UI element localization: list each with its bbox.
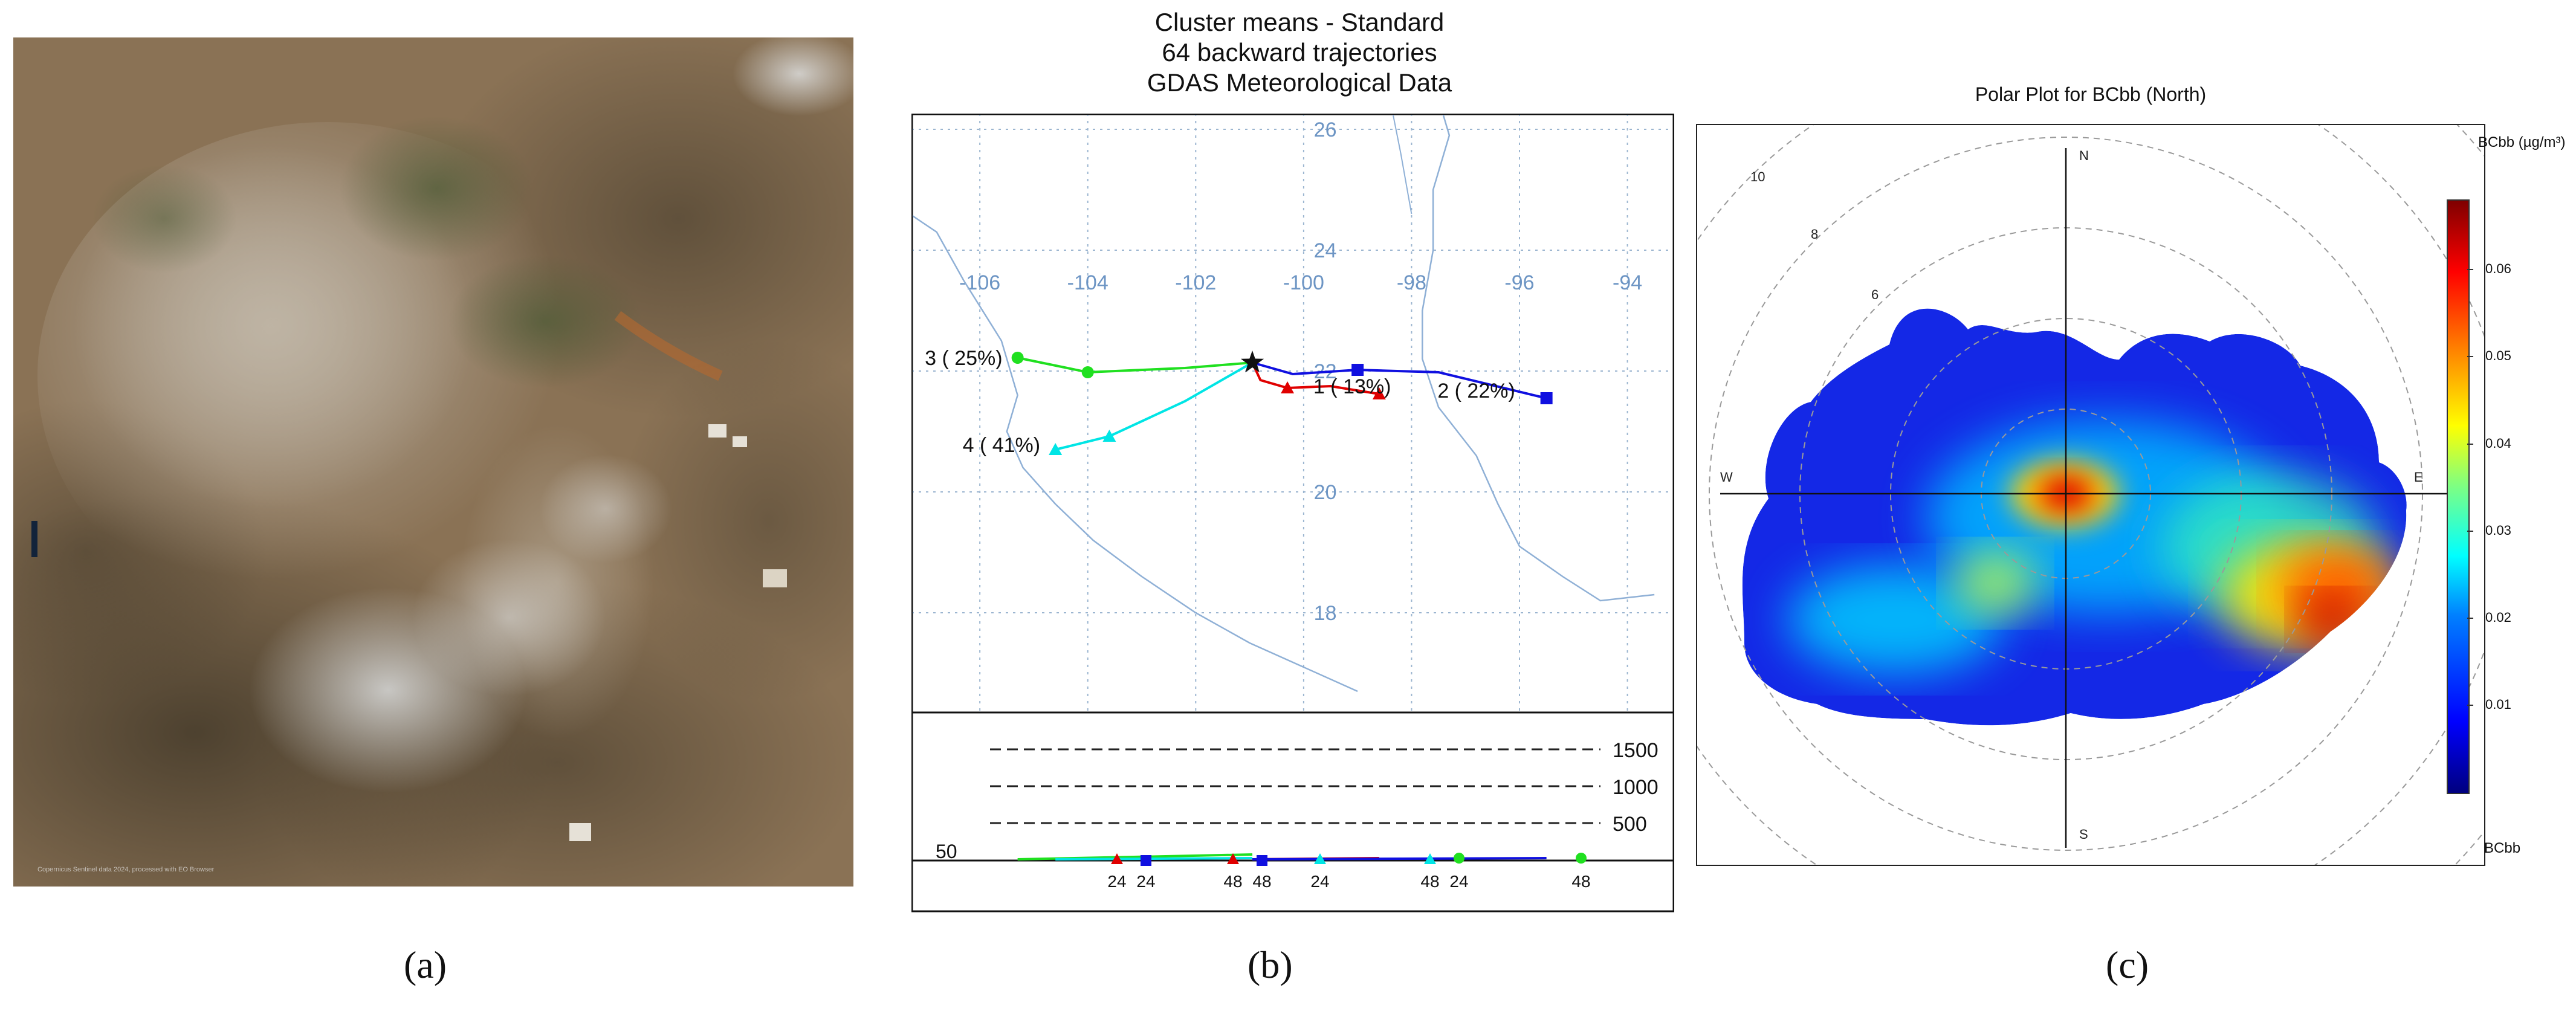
colorbar-tick-mark	[2467, 617, 2473, 619]
caption-b: (b)	[1248, 943, 1293, 986]
direction-label: S	[2079, 827, 2088, 842]
cluster-label-3: 3 ( 25%)	[925, 347, 1003, 370]
height-level-label: 1000	[1613, 776, 1659, 799]
caption-c: (c)	[2106, 943, 2149, 986]
radial-tick-label: 10	[1750, 169, 1765, 184]
trajectory-line-3	[1017, 357, 1253, 374]
height-level-label: 1500	[1613, 739, 1659, 762]
trajectory-title-line-3: GDAS Meteorological Data	[1147, 68, 1452, 97]
colorbar-tick-label: 0.02	[2485, 609, 2511, 625]
lat-tick-label: 26	[1314, 118, 1337, 141]
colorbar-tick-label: 0.03	[2485, 522, 2511, 538]
height-marker	[1141, 855, 1151, 866]
lat-tick-label: 20	[1314, 481, 1337, 504]
height-marker	[1576, 853, 1587, 864]
direction-label: W	[1720, 470, 1733, 485]
trajectory-marker-2	[1540, 392, 1553, 404]
surface-mask	[1697, 125, 2484, 865]
hotspot-6	[1953, 550, 2037, 616]
colorbar-title: BCbb (µg/m³)	[2478, 134, 2566, 150]
trajectory-title-line-1: Cluster means - Standard	[1154, 8, 1445, 36]
hour-label: 24	[1449, 872, 1468, 891]
lon-tick-label: -94	[1613, 271, 1642, 294]
cluster-label-4: 4 ( 41%)	[963, 434, 1041, 457]
colorbar-tick-mark	[2467, 443, 2473, 445]
height-marker	[1314, 853, 1326, 864]
lon-tick-label: -98	[1397, 271, 1426, 294]
colorbar-tick-label: 0.01	[2485, 696, 2511, 712]
colorbar-tick-label: 0.04	[2485, 435, 2511, 451]
colorbar-tick-mark	[2467, 356, 2473, 358]
trajectory-marker-4	[1102, 430, 1116, 442]
border-line	[1392, 115, 1413, 215]
trajectory-title-line-2: 64 backward trajectories	[1162, 38, 1437, 66]
hour-label: 24	[1310, 872, 1329, 891]
height-level-label: 500	[1613, 813, 1647, 836]
cluster-label-1: 1 ( 13%)	[1313, 375, 1391, 398]
coastline-pacific	[913, 215, 1358, 693]
lon-tick-label: -102	[1175, 271, 1216, 294]
height-marker	[1257, 855, 1267, 866]
lon-tick-label: -106	[959, 271, 1000, 294]
height-profile-2	[1252, 857, 1547, 861]
direction-label: E	[2414, 470, 2423, 485]
lon-tick-label: -100	[1283, 271, 1324, 294]
hour-label: 24	[1136, 872, 1155, 891]
height-frame	[911, 711, 1675, 912]
lat-tick-label: 24	[1314, 239, 1337, 262]
source-star-icon	[1241, 350, 1264, 373]
hour-label: 48	[1571, 872, 1590, 891]
lat-tick-label: 18	[1314, 602, 1337, 625]
colorbar-tick-label: 0.06	[2485, 261, 2511, 277]
colorbar-tick-mark	[2467, 530, 2473, 532]
image-credit: Copernicus Sentinel data 2024, processed…	[37, 866, 215, 873]
colorbar	[2447, 199, 2470, 794]
cluster-label-2: 2 ( 22%)	[1437, 380, 1515, 402]
hour-label: 48	[1420, 872, 1439, 891]
trajectory-chart: -106 -104 -102 -100 -98 -96 -94 18 20 22 24 26 1 ( 1…	[878, 113, 1675, 912]
height-base-label: 50	[936, 841, 957, 862]
lon-tick-label: -104	[1067, 271, 1108, 294]
hour-label: 48	[1252, 872, 1271, 891]
caption-a: (a)	[404, 943, 447, 986]
polar-layer: N E S W 10 8 6	[1697, 125, 2484, 865]
concentration-surface	[1742, 308, 2407, 726]
trajectory-marker-2	[1351, 364, 1364, 376]
colorbar-footer: BCbb	[2484, 840, 2521, 856]
coastline-gulf	[1422, 115, 1655, 602]
map-frame	[911, 113, 1675, 714]
lon-tick-label: -96	[1504, 271, 1534, 294]
trajectory-marker-3	[1011, 352, 1024, 364]
trajectory-marker-4	[1049, 443, 1063, 455]
height-marker	[1454, 853, 1464, 864]
satellite-image: Copernicus Sentinel data 2024, processed…	[13, 37, 853, 887]
colorbar-tick-mark	[2467, 269, 2473, 271]
height-marker	[1227, 853, 1239, 864]
trajectory-marker-1	[1372, 387, 1386, 399]
height-profile-4	[1055, 857, 1253, 861]
direction-label: N	[2079, 148, 2089, 163]
radial-tick-label: 8	[1811, 227, 1818, 242]
trajectory-marker-3	[1081, 366, 1094, 378]
trajectory-marker-1	[1281, 381, 1295, 393]
height-marker	[1424, 853, 1436, 864]
radial-tick-label: 6	[1871, 287, 1879, 302]
height-marker	[1111, 853, 1123, 864]
colorbar-tick-label: 0.05	[2485, 348, 2511, 364]
hotspot-1	[1787, 565, 2004, 674]
hour-label: 48	[1223, 872, 1242, 891]
polar-plot-title: Polar Plot for BCbb (North)	[1975, 83, 2207, 105]
trajectory-title: Cluster means - Standard 64 backward tra…	[931, 7, 1668, 98]
colorbar-tick-mark	[2467, 704, 2473, 706]
trajectory-line-4	[1055, 361, 1253, 451]
hour-label: 24	[1107, 872, 1126, 891]
polar-plot: N E S W 10 8 6	[1696, 124, 2485, 866]
